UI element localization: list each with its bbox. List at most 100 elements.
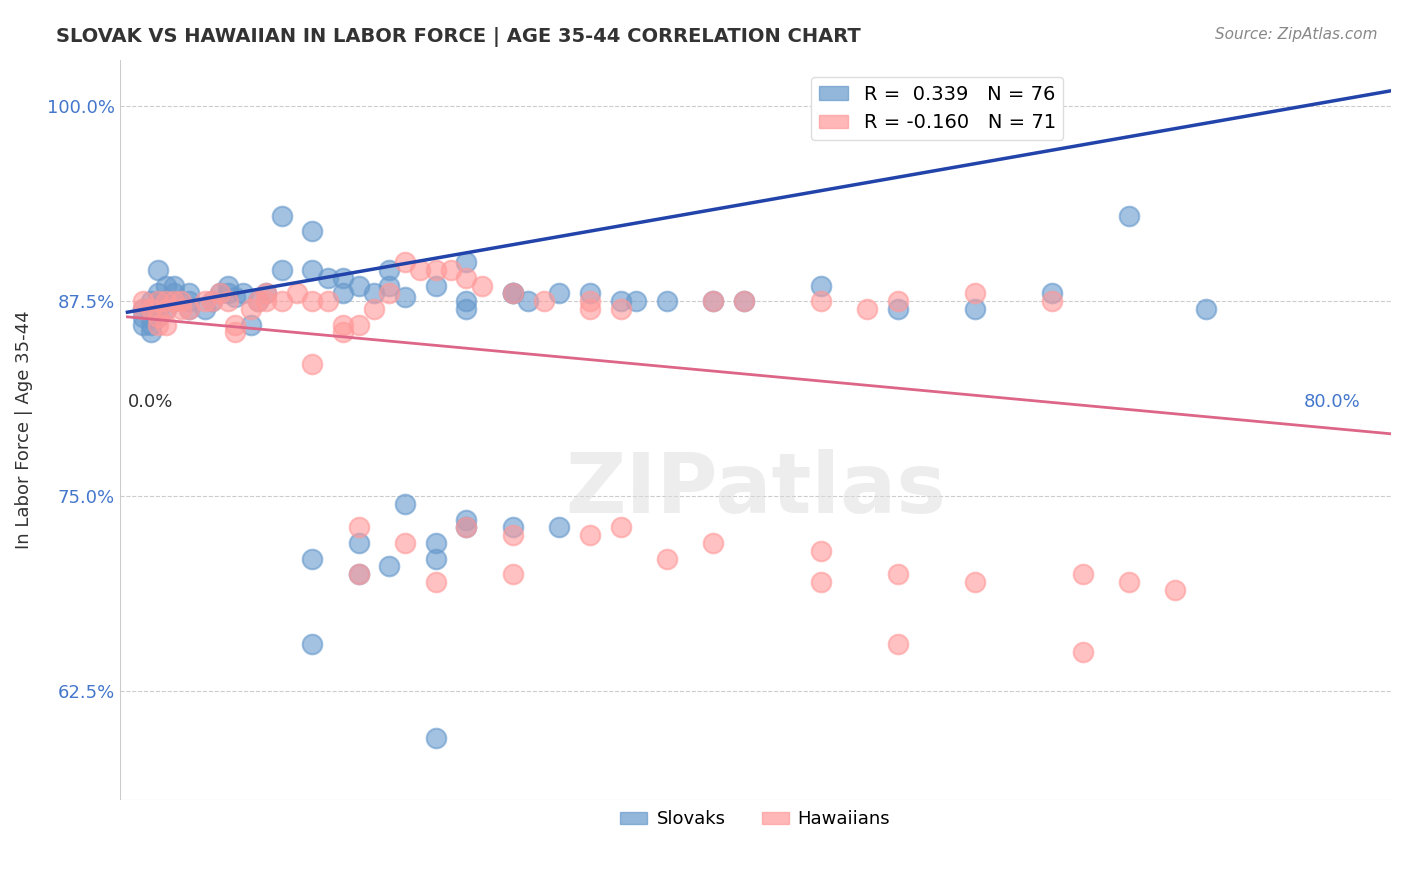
Point bbox=[378, 278, 401, 293]
Point bbox=[347, 520, 370, 534]
Point bbox=[378, 559, 401, 574]
Point bbox=[347, 278, 370, 293]
Point bbox=[810, 574, 832, 589]
Point bbox=[332, 326, 354, 340]
Point bbox=[963, 301, 986, 316]
Point bbox=[347, 536, 370, 550]
Point bbox=[332, 286, 354, 301]
Point bbox=[193, 301, 215, 316]
Point bbox=[208, 286, 231, 301]
Point bbox=[239, 301, 262, 316]
Point bbox=[456, 520, 478, 534]
Point bbox=[139, 301, 162, 316]
Text: Source: ZipAtlas.com: Source: ZipAtlas.com bbox=[1215, 27, 1378, 42]
Text: 80.0%: 80.0% bbox=[1303, 392, 1360, 411]
Point bbox=[810, 278, 832, 293]
Point bbox=[533, 294, 555, 309]
Point bbox=[578, 294, 600, 309]
Point bbox=[217, 294, 239, 309]
Point bbox=[163, 278, 186, 293]
Point bbox=[1195, 301, 1218, 316]
Point bbox=[224, 318, 246, 332]
Point bbox=[702, 294, 724, 309]
Point bbox=[155, 318, 177, 332]
Point bbox=[132, 301, 155, 316]
Point bbox=[609, 301, 631, 316]
Point bbox=[148, 263, 170, 277]
Point bbox=[208, 286, 231, 301]
Point bbox=[810, 294, 832, 309]
Point bbox=[609, 294, 631, 309]
Point bbox=[301, 551, 323, 566]
Point bbox=[148, 286, 170, 301]
Point bbox=[378, 286, 401, 301]
Point bbox=[163, 294, 186, 309]
Point bbox=[301, 357, 323, 371]
Point bbox=[409, 263, 432, 277]
Point bbox=[316, 271, 339, 285]
Point bbox=[425, 731, 447, 745]
Point bbox=[394, 536, 416, 550]
Point bbox=[301, 224, 323, 238]
Point bbox=[1071, 645, 1094, 659]
Point bbox=[132, 301, 155, 316]
Point bbox=[502, 520, 524, 534]
Point bbox=[247, 294, 270, 309]
Point bbox=[655, 551, 678, 566]
Point bbox=[502, 286, 524, 301]
Point bbox=[394, 290, 416, 304]
Point bbox=[148, 318, 170, 332]
Point bbox=[148, 294, 170, 309]
Y-axis label: In Labor Force | Age 35-44: In Labor Force | Age 35-44 bbox=[15, 310, 32, 549]
Point bbox=[702, 536, 724, 550]
Point bbox=[139, 326, 162, 340]
Text: ZIPatlas: ZIPatlas bbox=[565, 449, 946, 530]
Point bbox=[332, 318, 354, 332]
Point bbox=[301, 263, 323, 277]
Point bbox=[1118, 209, 1140, 223]
Point bbox=[270, 294, 292, 309]
Point bbox=[502, 286, 524, 301]
Point bbox=[502, 528, 524, 542]
Point bbox=[456, 294, 478, 309]
Point bbox=[170, 301, 193, 316]
Point bbox=[887, 301, 910, 316]
Point bbox=[254, 286, 277, 301]
Legend: Slovaks, Hawaiians: Slovaks, Hawaiians bbox=[613, 803, 897, 836]
Point bbox=[148, 310, 170, 324]
Point bbox=[254, 286, 277, 301]
Point bbox=[456, 271, 478, 285]
Point bbox=[155, 301, 177, 316]
Point bbox=[502, 567, 524, 582]
Point bbox=[456, 512, 478, 526]
Point bbox=[170, 294, 193, 309]
Point bbox=[139, 318, 162, 332]
Point bbox=[963, 574, 986, 589]
Point bbox=[301, 637, 323, 651]
Point bbox=[139, 294, 162, 309]
Point bbox=[578, 286, 600, 301]
Point bbox=[247, 294, 270, 309]
Point bbox=[148, 310, 170, 324]
Point bbox=[301, 294, 323, 309]
Point bbox=[224, 326, 246, 340]
Point bbox=[270, 263, 292, 277]
Point bbox=[155, 278, 177, 293]
Point bbox=[456, 301, 478, 316]
Point bbox=[425, 263, 447, 277]
Point bbox=[456, 255, 478, 269]
Point bbox=[425, 574, 447, 589]
Point bbox=[363, 286, 385, 301]
Point bbox=[177, 286, 200, 301]
Point bbox=[347, 567, 370, 582]
Point bbox=[316, 294, 339, 309]
Point bbox=[347, 567, 370, 582]
Point bbox=[394, 255, 416, 269]
Point bbox=[232, 286, 254, 301]
Point bbox=[502, 286, 524, 301]
Point bbox=[1118, 574, 1140, 589]
Point bbox=[733, 294, 755, 309]
Point bbox=[856, 301, 879, 316]
Point bbox=[394, 497, 416, 511]
Point bbox=[624, 294, 647, 309]
